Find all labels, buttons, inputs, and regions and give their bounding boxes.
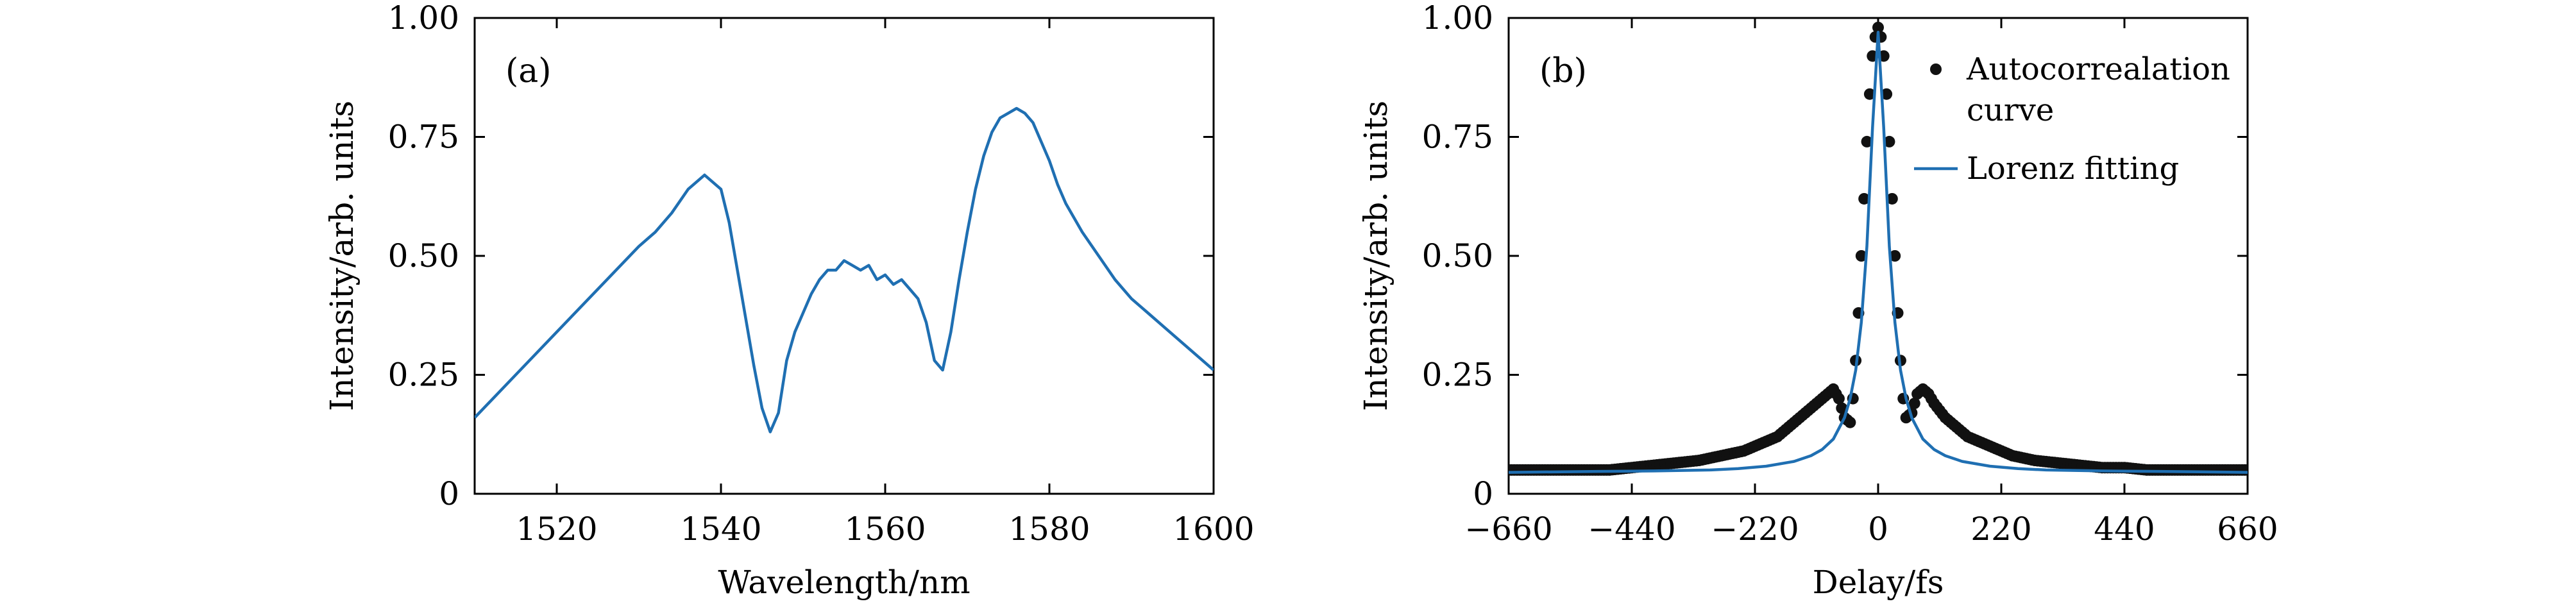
data-point	[1881, 88, 1893, 100]
x-tick-label: 220	[1970, 510, 2031, 548]
data-point	[2242, 464, 2248, 476]
y-tick-label: 0.25	[388, 357, 459, 394]
y-tick-label: 0	[1473, 475, 1493, 512]
y-axis-title: Intensity/arb. units	[1357, 101, 1394, 411]
y-tick-label: 0.50	[1422, 237, 1493, 274]
legend-label: Lorenz fitting	[1967, 151, 2179, 187]
series-line	[1509, 31, 2248, 474]
x-tick-label: 0	[1868, 510, 1888, 548]
data-area	[475, 106, 1214, 433]
data-point	[1861, 135, 1873, 147]
data-point	[1833, 392, 1845, 405]
x-tick-label: 1580	[1008, 510, 1090, 548]
legend-label: Autocorrealation	[1966, 51, 2230, 87]
plot-frame	[473, 17, 1215, 495]
panel-label: (a)	[505, 52, 552, 90]
data-point	[1883, 135, 1895, 147]
x-tick-label: 1560	[844, 510, 926, 548]
x-axis-title: Wavelength/nm	[718, 564, 970, 601]
data-point	[1858, 192, 1870, 205]
x-tick-label: 660	[2217, 510, 2278, 548]
plot-frame	[1507, 17, 2249, 495]
legend-label-line2: curve	[1967, 92, 2054, 128]
x-tick-label: 1540	[680, 510, 761, 548]
data-area	[1509, 21, 2248, 476]
panel-b: −660 −440 −220 0 220 440 660 0 0.25 0.50 0.75 1.00 D…	[1357, 0, 2278, 601]
data-point	[1889, 250, 1901, 262]
y-tick-label: 1.00	[1422, 0, 1493, 37]
y-axis-title: Intensity/arb. units	[323, 101, 360, 411]
data-point	[1844, 416, 1856, 428]
series-line	[475, 106, 1214, 433]
data-point	[1855, 250, 1867, 262]
x-axis-title: Delay/fs	[1813, 564, 1944, 601]
panel-a: 1520 1540 1560 1580 1600 0 0.25 0.50 0.75 1.00 Wav…	[323, 0, 1255, 601]
x-tick-label: −660	[1464, 510, 1552, 548]
data-point	[1886, 192, 1898, 205]
data-point	[1836, 402, 1848, 414]
y-tick-label: 0.50	[388, 237, 459, 274]
scatter-series	[1509, 21, 2248, 476]
x-tick-label: 440	[2094, 510, 2155, 548]
legend: Autocorrealation curve Lorenz fitting	[1914, 51, 2230, 187]
x-tick-label: 1600	[1173, 510, 1254, 548]
data-point	[1863, 88, 1876, 100]
data-point	[1872, 21, 1884, 33]
y-tick-label: 0.25	[1422, 357, 1493, 394]
data-point	[1908, 398, 1920, 410]
y-tick-label: 0.75	[1422, 119, 1493, 156]
x-tick-label: −220	[1711, 510, 1799, 548]
x-tick-label: 1520	[516, 510, 597, 548]
x-tick-label: −440	[1588, 510, 1675, 548]
panel-label: (b)	[1539, 52, 1587, 90]
y-tick-label: 1.00	[388, 0, 459, 37]
y-tick-label: 0	[439, 475, 459, 512]
legend-marker	[1930, 63, 1942, 75]
y-tick-label: 0.75	[388, 119, 459, 156]
